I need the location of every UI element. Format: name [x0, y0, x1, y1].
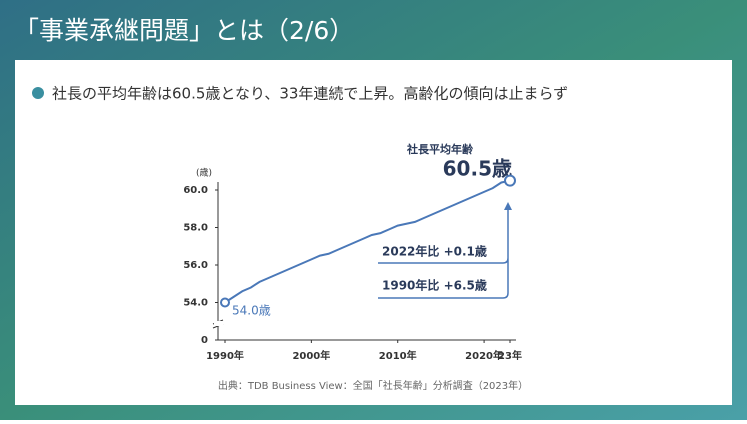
- end-point: [504, 174, 516, 187]
- bullet-text: 社長の平均年齢は60.5歳となり、33年連続で上昇。高齢化の傾向は止まらず: [52, 85, 568, 103]
- x-tick-label: 2020年: [465, 349, 503, 362]
- end-point: [220, 297, 230, 308]
- y-tick-label: 60.0: [183, 185, 208, 196]
- x-tick-label: 2000年: [292, 349, 330, 362]
- y-tick-label: 0: [201, 335, 208, 346]
- bullet-dot: [32, 87, 44, 99]
- y-tick-label: 54.0: [183, 298, 208, 309]
- change-1990: 1990年比 +6.5歳: [382, 278, 487, 293]
- y-tick-label: 58.0: [183, 223, 208, 234]
- y-tick-label: 56.0: [183, 260, 208, 271]
- x-tick-label: 1990年: [206, 349, 244, 362]
- series-label: 社長平均年齢: [406, 142, 474, 156]
- x-tick-label: 23年: [498, 349, 522, 362]
- panel: [15, 60, 732, 405]
- axis-break-gap: [214, 321, 223, 326]
- y-unit: (歳): [196, 167, 212, 179]
- end-label: 60.5歳: [443, 157, 512, 181]
- x-tick-label: 2010年: [379, 349, 417, 362]
- change-2022: 2022年比 +0.1歳: [382, 244, 487, 259]
- slide-title: 「事業承継問題」とは（2/6）: [14, 16, 354, 45]
- annotation-arrow: [504, 202, 512, 210]
- source: 出典：TDB Business View：全国「社長年齢」分析調査（2023年）: [218, 379, 528, 392]
- series-line: [224, 179, 511, 304]
- start-label: 54.0歳: [232, 304, 271, 318]
- annotation-bracket: [378, 205, 509, 299]
